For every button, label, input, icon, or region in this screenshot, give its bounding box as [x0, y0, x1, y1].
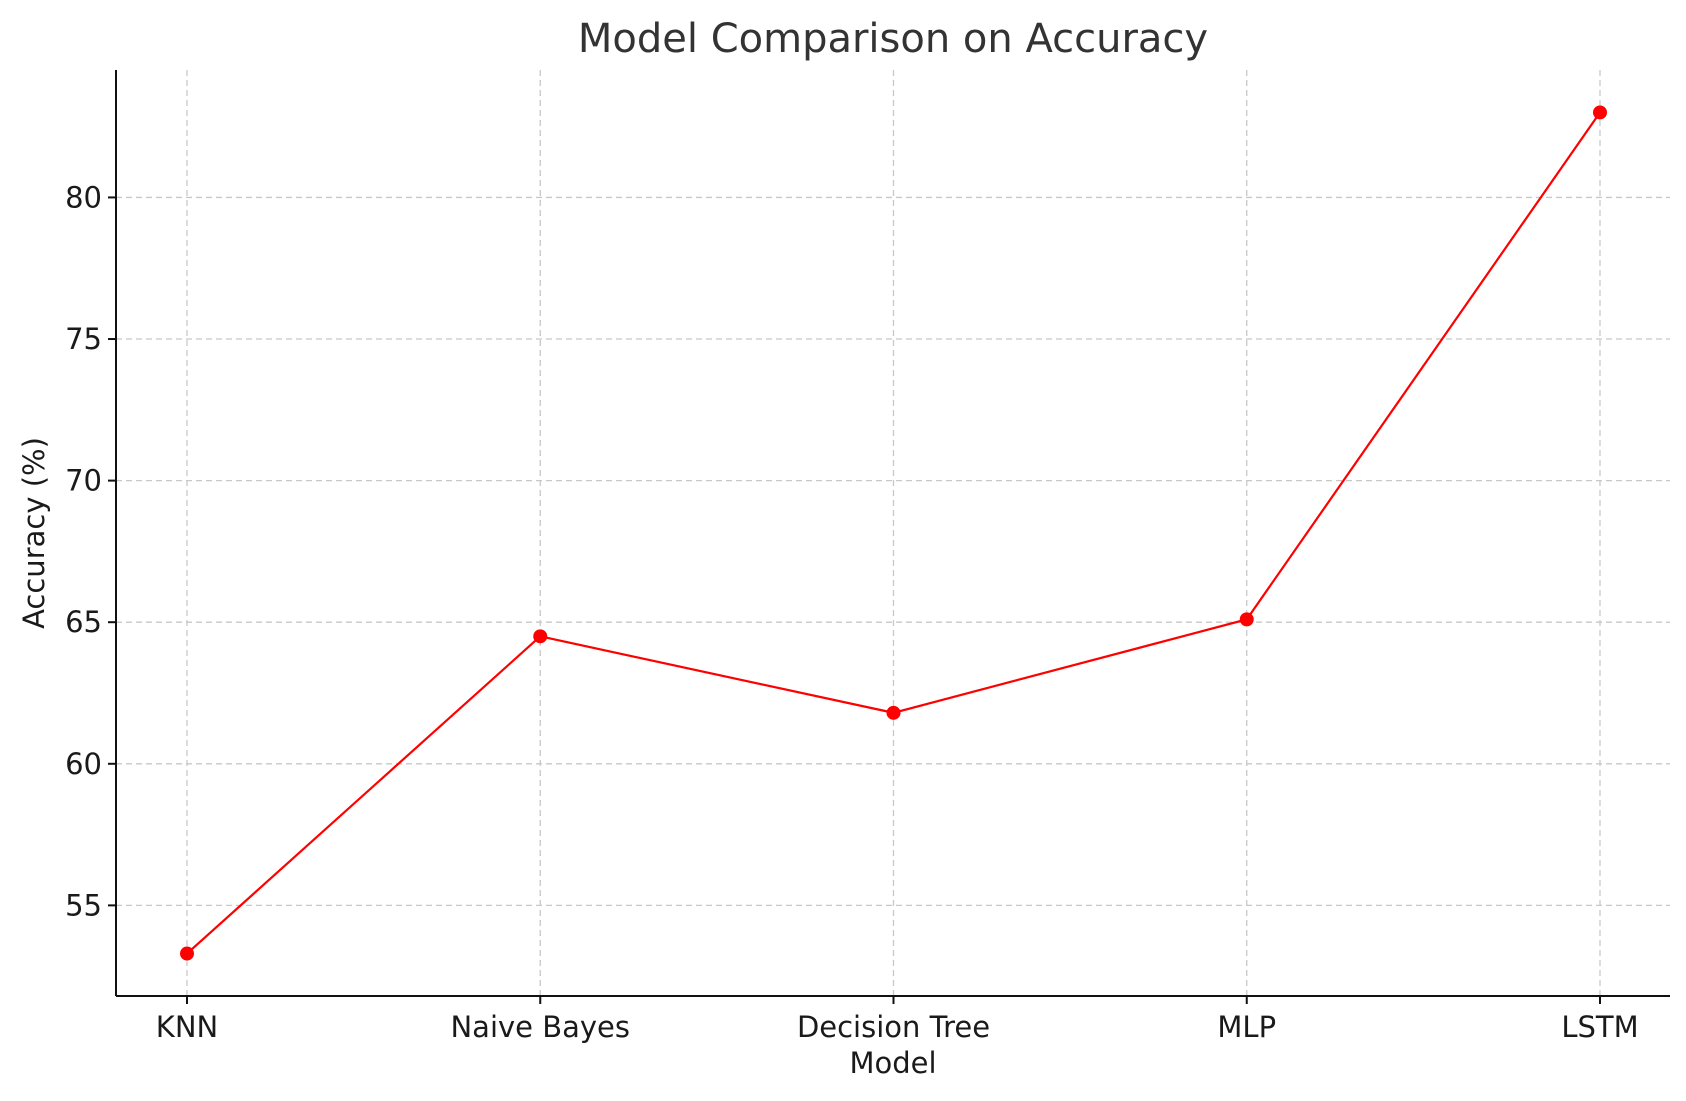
y-tick-label: 65 — [65, 605, 102, 639]
y-tick-label: 75 — [65, 322, 102, 356]
chart-title: Model Comparison on Accuracy — [578, 16, 1208, 62]
x-tick-label: Decision Tree — [797, 1010, 990, 1044]
data-point — [1239, 612, 1254, 627]
y-tick-label: 55 — [65, 888, 102, 922]
x-tick-label: KNN — [156, 1010, 218, 1044]
series — [180, 105, 1607, 961]
y-tick-label: 80 — [65, 180, 102, 214]
y-tick-label: 70 — [65, 464, 102, 498]
y-tick-label: 60 — [65, 747, 102, 781]
data-point — [533, 629, 548, 644]
x-tick-label: LSTM — [1561, 1010, 1638, 1044]
x-tick-label: MLP — [1217, 1010, 1276, 1044]
data-point — [1593, 105, 1607, 120]
x-tick-label: Naive Bayes — [450, 1010, 630, 1044]
data-point — [886, 705, 901, 720]
tick-labels: KNN Naive Bayes Decision Tree MLP LSTM 55 60 65… — [65, 180, 1639, 1044]
data-point — [180, 946, 194, 961]
y-axis-label: Accuracy (%) — [17, 437, 51, 629]
x-axis-label: Model — [849, 1046, 936, 1080]
grid-lines — [116, 70, 1670, 996]
